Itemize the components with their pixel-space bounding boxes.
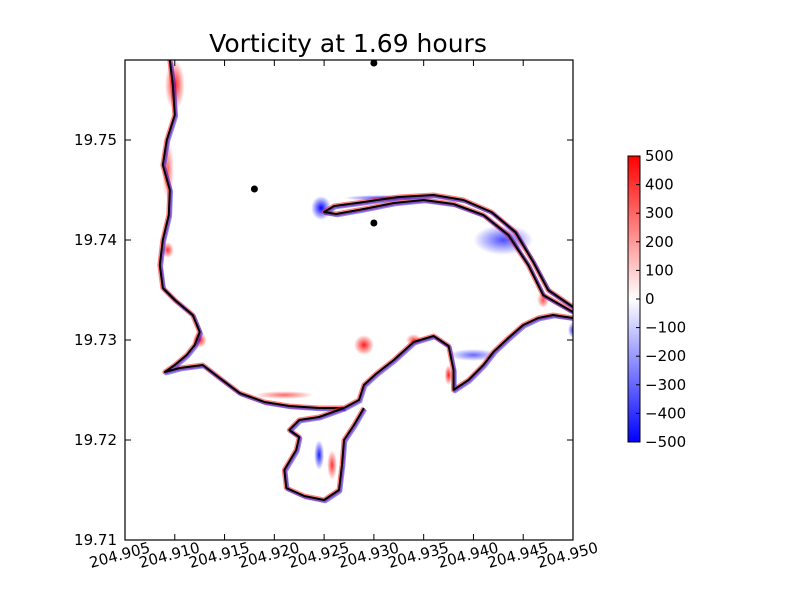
positive-vorticity-patch-6 bbox=[444, 365, 453, 385]
colorbar-tick-label: −300 bbox=[645, 376, 686, 394]
colorbar-tick-label: −100 bbox=[645, 319, 686, 337]
point-marker-1 bbox=[250, 185, 258, 193]
y-tick-label: 19.74 bbox=[74, 231, 117, 249]
positive-vorticity-patch-7 bbox=[327, 450, 338, 480]
positive-vorticity-patch-9 bbox=[254, 391, 315, 399]
colorbar-tick-label: 400 bbox=[645, 176, 674, 194]
coastline-layer bbox=[157, 60, 573, 504]
plot-frame bbox=[124, 59, 574, 541]
plot-area bbox=[125, 60, 573, 540]
colorbar-tick-label: 500 bbox=[645, 147, 674, 165]
y-tick-label: 19.75 bbox=[74, 131, 117, 149]
y-tick-label: 19.71 bbox=[74, 531, 117, 549]
chart-title: Vorticity at 1.69 hours bbox=[209, 29, 487, 58]
negative-vorticity-patch-5 bbox=[568, 322, 573, 338]
negative-vorticity-patch-3 bbox=[314, 440, 325, 470]
y-tick-label: 19.73 bbox=[74, 331, 117, 349]
inlet-outline bbox=[283, 407, 365, 501]
colorbar-tick-label: −400 bbox=[645, 404, 686, 422]
coastline bbox=[158, 60, 573, 409]
colorbar-tick-label: 300 bbox=[645, 204, 674, 222]
point-marker-2 bbox=[370, 219, 378, 227]
colorbar-tick-label: 200 bbox=[645, 233, 674, 251]
colorbar-tick-label: 0 bbox=[645, 290, 655, 308]
colorbar-axis: 500 400 300 200 100 0 −100 −200 −300 −400 −500 bbox=[636, 147, 686, 451]
y-tick-label: 19.72 bbox=[74, 431, 117, 449]
marker-layer bbox=[250, 59, 378, 227]
colorbar-tick-label: 100 bbox=[645, 261, 674, 279]
colorbar-tick-label: −200 bbox=[645, 347, 686, 365]
positive-vorticity-patch-4 bbox=[353, 335, 374, 355]
colorbar-tick-label: −500 bbox=[645, 433, 686, 451]
breakwater-outline bbox=[323, 194, 573, 313]
y-axis: 19.71 19.72 19.73 19.74 19.75 bbox=[74, 131, 573, 549]
